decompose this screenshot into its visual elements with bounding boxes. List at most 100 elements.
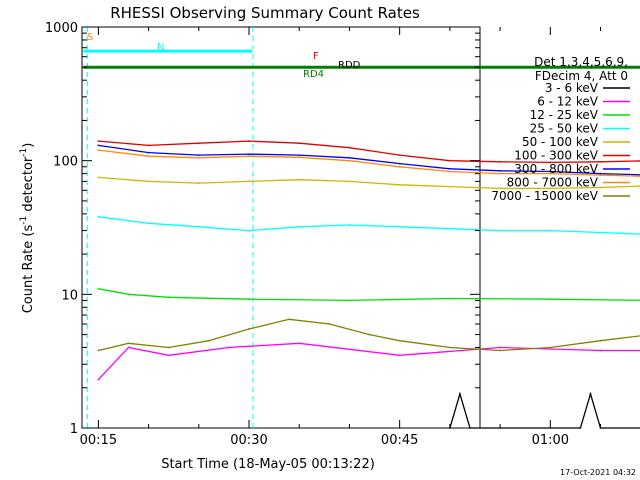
data-point	[549, 187, 552, 190]
data-point	[449, 297, 451, 300]
data-point	[97, 215, 100, 218]
data-point	[97, 349, 100, 352]
data-point	[449, 227, 451, 230]
data-point	[197, 182, 200, 185]
x-tick-label: 00:45	[381, 433, 418, 448]
legend-label: 6 - 12 keV	[537, 95, 599, 109]
data-point	[499, 169, 501, 172]
data-point	[549, 161, 552, 164]
x-tick-label: 01:00	[532, 433, 569, 448]
data-point	[167, 346, 170, 349]
x-tick-label: 00:15	[80, 433, 117, 448]
data-point	[549, 298, 552, 301]
data-point	[398, 165, 401, 168]
data-point	[499, 160, 501, 163]
data-point	[368, 333, 371, 336]
y-axis-title-main: Count Rate (s	[21, 225, 36, 314]
data-point	[449, 170, 451, 173]
flag-label-rdd: RDD	[338, 60, 361, 71]
data-point	[589, 393, 592, 395]
data-point	[348, 156, 351, 159]
legend-label: 25 - 50 keV	[530, 122, 599, 136]
data-point	[398, 225, 401, 228]
data-point	[127, 342, 130, 345]
data-point	[248, 229, 250, 232]
data-point	[499, 172, 501, 175]
data-point	[449, 159, 451, 162]
data-point	[298, 342, 301, 345]
legend-label: 7000 - 15000 keV	[491, 189, 598, 203]
data-point	[298, 156, 301, 159]
y-tick-label: 1000	[45, 21, 78, 36]
data-point	[549, 346, 552, 349]
data-point	[499, 187, 501, 190]
y-axis-title-end: )	[21, 143, 36, 148]
legend-header-2: FDecim 4, Att 0	[535, 69, 628, 83]
generation-timestamp: 17-Oct-2021 04:32	[560, 468, 636, 477]
data-point	[167, 296, 170, 299]
data-point	[298, 154, 301, 157]
y-tick-label: 100	[53, 155, 78, 170]
data-point	[248, 140, 250, 143]
data-point	[197, 225, 200, 228]
data-point	[599, 186, 602, 189]
series-line	[98, 144, 640, 176]
series-line	[98, 288, 640, 302]
legend-label: 100 - 300 keV	[514, 149, 598, 163]
y-axis-title-mid: detector	[21, 156, 36, 216]
data-point	[549, 229, 552, 232]
data-point	[599, 172, 602, 175]
data-point	[97, 176, 100, 179]
data-point	[288, 318, 291, 321]
data-point	[449, 346, 451, 349]
flag-label-rd4: RD4	[303, 69, 324, 80]
data-point	[398, 354, 401, 357]
data-point	[248, 155, 250, 158]
data-point	[579, 427, 582, 429]
data-point	[167, 354, 170, 357]
data-point	[97, 144, 100, 147]
data-point	[599, 231, 602, 234]
y-tick-label: 1	[70, 422, 78, 437]
series-line	[98, 140, 640, 164]
legend-header-1: Det 1,3,4,5,6,9,	[534, 55, 628, 69]
data-point	[298, 225, 301, 228]
chart-title: RHESSI Observing Summary Count Rates	[110, 4, 420, 22]
legend-label: 50 - 100 keV	[522, 135, 599, 149]
y-tick-label: 10	[61, 288, 78, 303]
legend-label: 300 - 800 keV	[514, 162, 598, 176]
data-point	[599, 339, 602, 342]
data-point	[348, 146, 351, 149]
series-line	[98, 216, 640, 235]
plot-frame	[81, 26, 481, 429]
data-point	[127, 346, 130, 349]
data-point	[328, 323, 331, 325]
data-point	[449, 185, 451, 188]
flag-label-n: N	[157, 42, 164, 53]
data-point	[97, 140, 100, 143]
series-line	[97, 342, 640, 381]
data-point	[228, 346, 230, 349]
data-point	[499, 349, 501, 352]
y-axis-title-sup2: -1	[19, 148, 29, 157]
y-axis-title-sup1: -1	[19, 216, 29, 225]
data-point	[599, 349, 602, 352]
legend: Det 1,3,4,5,6,9, FDecim 4, Att 0 3 - 6 k…	[491, 55, 630, 203]
axis-ticks: 00:1500:3000:4501:0001:1501:3001:4511010…	[45, 21, 602, 448]
data-point	[549, 172, 552, 175]
series-line	[98, 176, 640, 190]
flag-label-f: F	[313, 51, 319, 62]
data-point	[348, 224, 351, 226]
data-point	[197, 142, 200, 145]
data-point	[147, 222, 150, 225]
x-tick-label: 00:30	[230, 433, 267, 448]
series-line	[98, 149, 640, 177]
data-point	[398, 162, 401, 165]
plot-area: S N F RDD RD4	[81, 26, 640, 429]
data-point	[97, 378, 100, 381]
series-line	[449, 391, 640, 429]
data-point	[147, 155, 150, 158]
data-point	[197, 156, 200, 159]
data-point	[97, 149, 100, 152]
